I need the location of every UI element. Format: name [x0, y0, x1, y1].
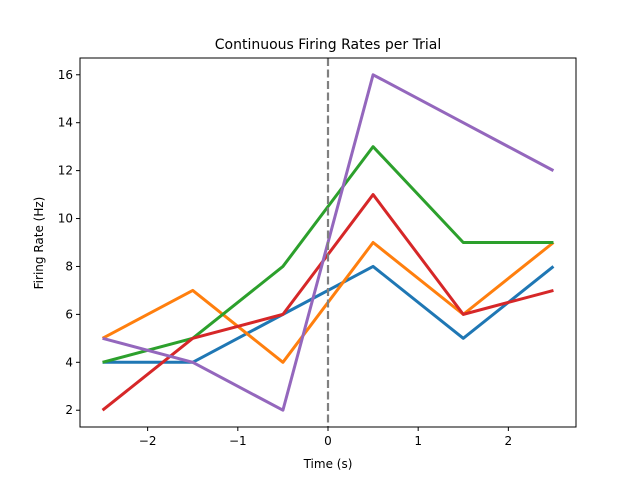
y-tick-label: 8	[65, 259, 73, 273]
y-tick-label: 6	[65, 307, 73, 321]
y-tick-label: 10	[58, 212, 73, 226]
x-tick-label: −2	[139, 434, 157, 448]
y-tick-label: 12	[58, 164, 73, 178]
x-tick-label: 0	[324, 434, 332, 448]
x-tick-label: −1	[229, 434, 247, 448]
x-tick-label: 1	[414, 434, 422, 448]
y-tick-label: 4	[65, 355, 73, 369]
y-tick-label: 2	[65, 403, 73, 417]
y-tick-label: 16	[58, 68, 73, 82]
y-axis-label: Firing Rate (Hz)	[32, 197, 46, 290]
x-axis-label: Time (s)	[303, 457, 353, 471]
series-line-3	[102, 145, 554, 364]
x-tick-label: 2	[505, 434, 513, 448]
chart-title: Continuous Firing Rates per Trial	[215, 37, 441, 53]
y-tick-label: 14	[58, 116, 73, 130]
